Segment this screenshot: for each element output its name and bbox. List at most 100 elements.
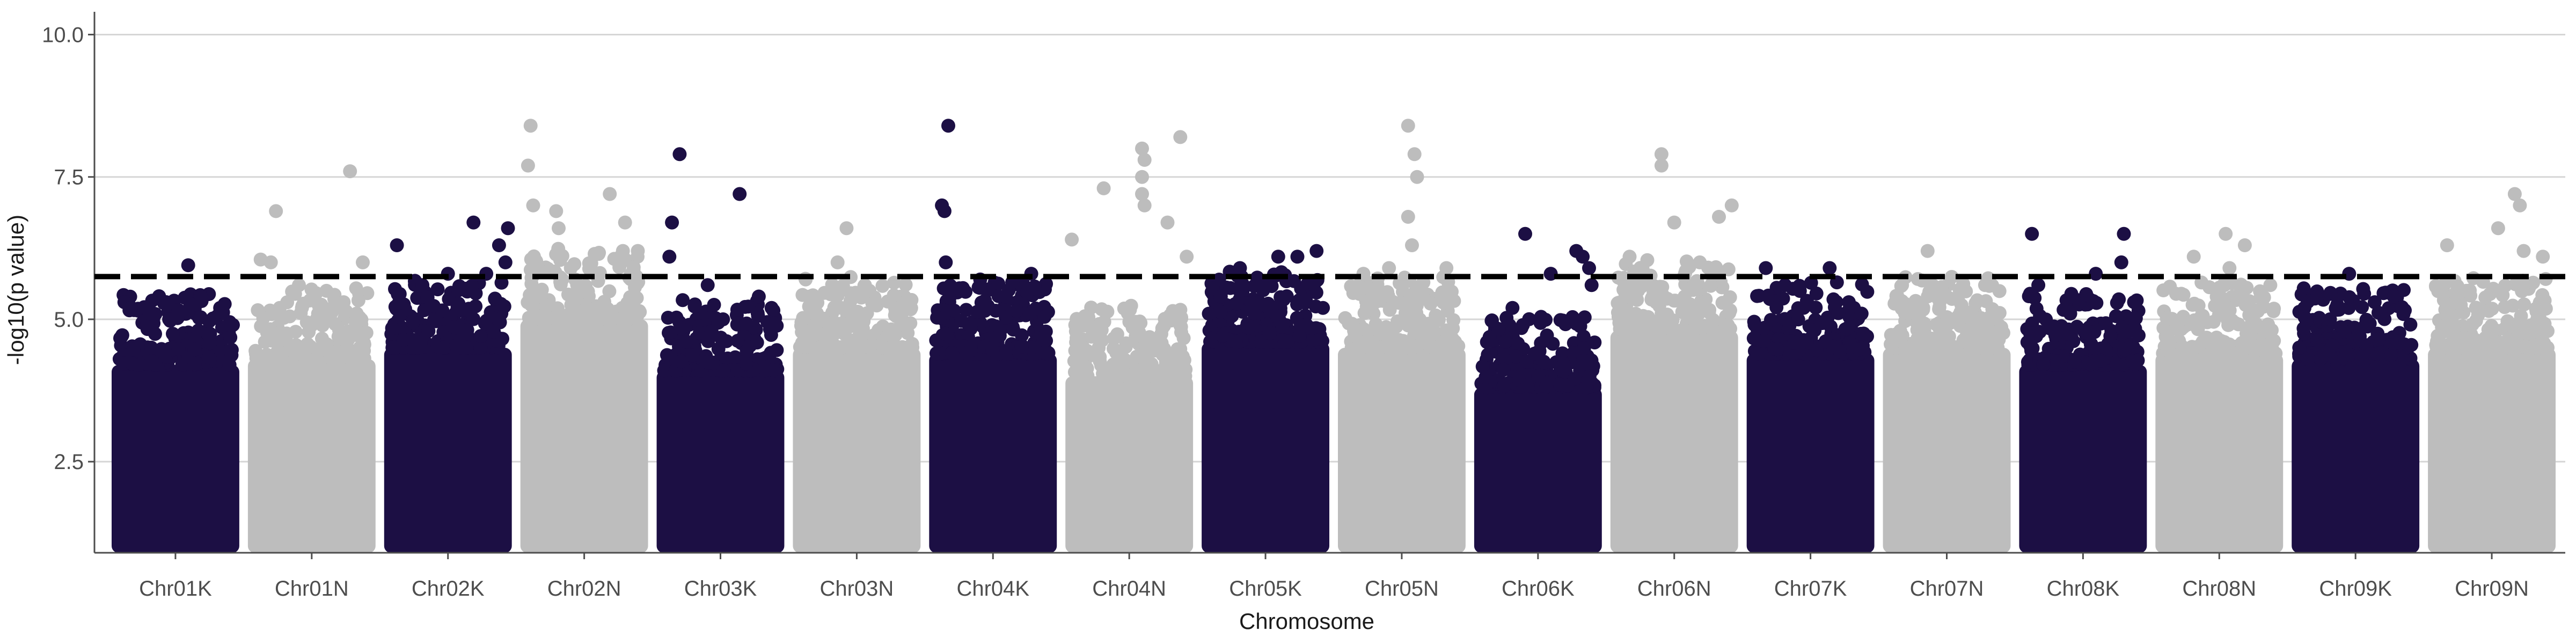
point-Chr07N bbox=[1916, 301, 1930, 315]
point-Chr03N bbox=[843, 294, 858, 308]
point-Chr02N bbox=[526, 249, 541, 264]
point-Chr01N bbox=[351, 293, 365, 308]
point-Chr08N bbox=[2185, 298, 2200, 312]
point-Chr05K bbox=[1279, 289, 1294, 303]
point-Chr09K bbox=[2397, 283, 2411, 297]
point-Chr02N bbox=[591, 247, 606, 261]
point-Chr05K bbox=[1216, 328, 1230, 343]
peak-point-Chr07N-2 bbox=[1940, 289, 1954, 304]
peak-point-Chr09N-1 bbox=[2459, 283, 2473, 298]
point-Chr07K bbox=[1856, 326, 1871, 341]
point-Chr05K bbox=[1287, 274, 1301, 288]
point-Chr06N bbox=[1715, 280, 1729, 295]
point-Chr08K bbox=[2070, 319, 2084, 334]
point-Chr02K bbox=[447, 320, 462, 334]
peak-point-Chr01K-5 bbox=[194, 289, 208, 304]
peak-point-Chr08K-1 bbox=[2031, 278, 2046, 292]
point-Chr05N bbox=[1368, 282, 1383, 296]
point-Chr08K bbox=[2088, 341, 2102, 355]
point-Chr03N bbox=[875, 279, 890, 293]
point-Chr02N bbox=[567, 308, 582, 322]
point-Chr09K bbox=[2356, 282, 2370, 296]
point-Chr05N bbox=[1423, 296, 1438, 311]
point-Chr08N bbox=[2242, 308, 2257, 322]
point-Chr06N bbox=[1625, 323, 1640, 338]
peak-point-Chr03K-5 bbox=[733, 187, 747, 201]
axes bbox=[93, 12, 2565, 554]
point-Chr06K bbox=[1579, 357, 1594, 371]
point-Chr09K bbox=[2354, 352, 2369, 366]
peak-point-Chr01K-3 bbox=[162, 312, 177, 326]
peak-point-Chr04N-7 bbox=[1160, 215, 1175, 230]
point-Chr07K bbox=[1770, 342, 1784, 356]
point-Chr02K bbox=[465, 279, 479, 293]
point-Chr02N bbox=[529, 310, 544, 325]
point-Chr07N bbox=[1909, 316, 1924, 330]
peak-point-Chr01K-2 bbox=[143, 306, 157, 321]
point-Chr03K bbox=[766, 363, 780, 377]
peak-point-Chr06N-4 bbox=[1693, 255, 1707, 269]
point-Chr06K bbox=[1552, 377, 1567, 392]
point-Chr05K bbox=[1235, 277, 1250, 291]
point-Chr03K bbox=[730, 334, 745, 348]
point-Chr08K bbox=[2094, 353, 2107, 368]
point-Chr03N bbox=[892, 340, 906, 355]
point-Chr02N bbox=[627, 311, 642, 325]
peak-point-Chr07K-4 bbox=[1854, 306, 1869, 321]
point-Chr03N bbox=[835, 316, 849, 331]
point-Chr01K bbox=[149, 357, 163, 372]
peak-point-Chr09K-4 bbox=[2367, 295, 2382, 310]
point-Chr01N bbox=[272, 334, 286, 349]
peak-point-Chr03K-1 bbox=[665, 215, 679, 230]
peak-point-Chr06K-6 bbox=[1582, 261, 1596, 275]
point-Chr03N bbox=[830, 288, 845, 303]
point-Chr04N bbox=[1162, 348, 1176, 363]
point-Chr04N bbox=[1142, 368, 1157, 383]
point-Chr04N bbox=[1068, 343, 1082, 358]
point-Chr06N bbox=[1703, 279, 1718, 293]
point-Chr08N bbox=[2156, 283, 2171, 297]
point-Chr09N bbox=[2511, 277, 2525, 292]
dense-block-Chr04N bbox=[1065, 376, 1194, 553]
peak-point-Chr07K-2 bbox=[1823, 261, 1837, 275]
point-Chr02K bbox=[410, 291, 425, 305]
peak-point-Chr07K-3 bbox=[1842, 295, 1856, 310]
point-Chr09N bbox=[2485, 302, 2499, 316]
x-tick-labels: Chr01K Chr01N Chr02K Chr02N Chr03K Chr03N Chr0… bbox=[139, 553, 2529, 601]
point-Chr04N bbox=[1126, 368, 1140, 383]
point-Chr05K bbox=[1213, 305, 1228, 319]
point-Chr08K bbox=[2110, 296, 2124, 310]
peak-point-Chr02K-0 bbox=[390, 238, 404, 252]
point-Chr02N bbox=[614, 312, 628, 326]
point-Chr09N bbox=[2536, 299, 2550, 314]
point-Chr04N bbox=[1107, 331, 1121, 346]
point-Chr09N bbox=[2429, 280, 2443, 294]
point-Chr06K bbox=[1520, 379, 1534, 393]
point-Chr04K bbox=[1028, 279, 1042, 294]
point-Chr09N bbox=[2465, 317, 2480, 332]
point-Chr02N bbox=[599, 304, 613, 318]
point-Chr08K bbox=[2098, 316, 2113, 331]
point-Chr01K bbox=[193, 310, 208, 325]
point-Chr02K bbox=[437, 340, 451, 355]
point-Chr09K bbox=[2359, 317, 2374, 331]
point-Chr09K bbox=[2296, 321, 2311, 335]
point-Chr01K bbox=[203, 335, 217, 350]
point-Chr02K bbox=[409, 341, 424, 355]
peak-point-Chr02N-0 bbox=[523, 119, 538, 133]
point-Chr01N bbox=[257, 351, 271, 365]
point-Chr05N bbox=[1338, 311, 1352, 325]
point-Chr04N bbox=[1097, 314, 1111, 329]
point-Chr07N bbox=[1985, 302, 2000, 316]
point-Chr05N bbox=[1425, 327, 1440, 341]
point-Chr09N bbox=[2534, 341, 2549, 355]
point-Chr06N bbox=[1635, 262, 1650, 276]
point-Chr05N bbox=[1359, 334, 1373, 349]
peak-point-Chr06K-0 bbox=[1480, 335, 1494, 349]
point-Chr04K bbox=[945, 346, 959, 360]
peak-point-Chr03K-7 bbox=[764, 301, 779, 315]
peak-point-Chr03K-6 bbox=[751, 289, 766, 304]
point-Chr04K bbox=[942, 290, 957, 305]
point-Chr08K bbox=[2048, 328, 2062, 342]
point-Chr06N bbox=[1646, 279, 1661, 293]
